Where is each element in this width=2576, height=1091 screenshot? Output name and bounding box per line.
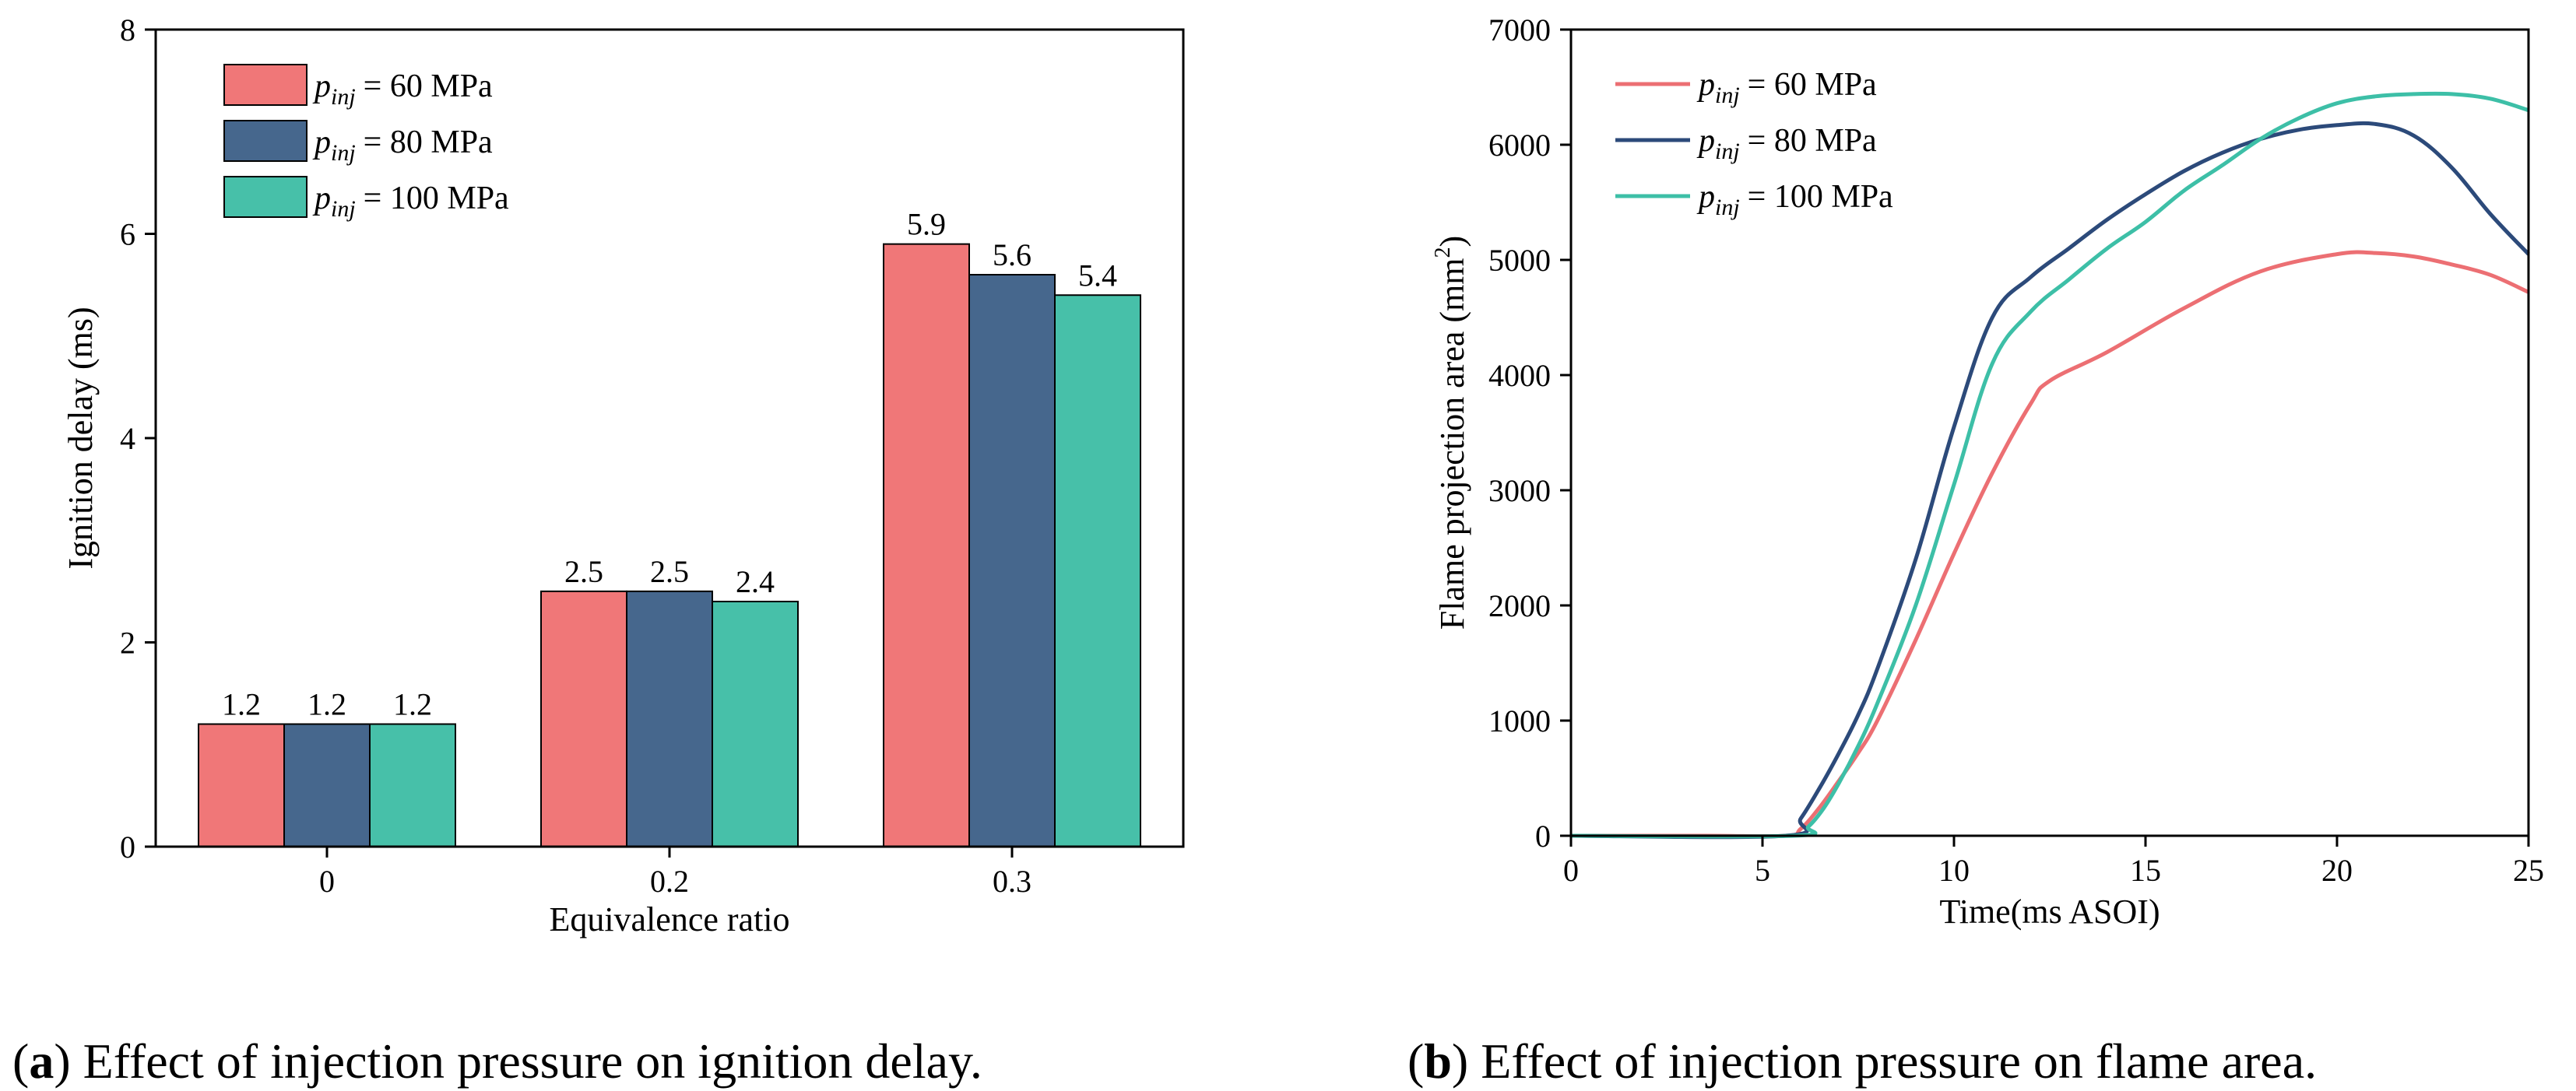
- x-tick-label: 0: [319, 864, 335, 899]
- bar-1-1: [626, 590, 713, 847]
- data-label-0-0: 1.2: [222, 687, 261, 722]
- y-tick-label: 8: [120, 12, 135, 47]
- data-label-1-0: 1.2: [308, 687, 346, 722]
- bar-group: [198, 243, 1141, 847]
- y-tick-label: 6: [120, 217, 135, 252]
- legend-symbol-subscript: inj: [1715, 195, 1740, 220]
- plot-frame: [1569, 28, 2530, 837]
- data-label-1-2: 5.6: [993, 237, 1031, 272]
- y-tick-label: 7000: [1488, 12, 1551, 47]
- legend-label: = 80 MPa: [1748, 123, 1877, 159]
- y-tick-label: 2: [120, 626, 135, 661]
- data-label-1-1: 2.5: [650, 554, 689, 589]
- legend-entry-80mpa: pinj = 80 MPa: [312, 125, 493, 166]
- x-axis-label: Equivalence ratio: [549, 900, 789, 938]
- bar-2-1: [712, 601, 799, 847]
- y-axis-label-end: ): [1433, 236, 1471, 247]
- y-tick-label: 6000: [1488, 128, 1551, 163]
- series-line-2: [1570, 91, 2529, 839]
- caption-paren: (: [1407, 1033, 1424, 1089]
- bar-0-0: [198, 723, 285, 847]
- x-tick-label: 20: [2321, 853, 2353, 888]
- y-tick-label: 0: [1535, 819, 1551, 854]
- series-lines: [1570, 91, 2530, 840]
- x-tick-label: 10: [1938, 853, 1970, 888]
- bar-2-0: [369, 723, 456, 847]
- data-labels: 1.2 1.2 1.2 2.5 2.5 2.4 5.9 5.6 5.4: [222, 207, 1117, 722]
- y-tick-label: 4000: [1488, 358, 1551, 393]
- legend-symbol: p: [1696, 179, 1715, 215]
- legend-label: = 60 MPa: [364, 68, 493, 104]
- legend-entry-60mpa: pinj = 60 MPa: [1696, 67, 1877, 108]
- y-tick-label: 3000: [1488, 473, 1551, 508]
- y-tick-label: 2000: [1488, 588, 1551, 623]
- legend-symbol: p: [312, 181, 331, 216]
- x-tick-label: 5: [1755, 853, 1770, 888]
- data-label-2-0: 1.2: [393, 687, 432, 722]
- bar-2-2: [1054, 294, 1141, 847]
- y-tick-label: 5000: [1488, 243, 1551, 278]
- legend-entry-100mpa: pinj = 100 MPa: [1696, 179, 1893, 220]
- axis-ticks: 0 0.2 0.3 0 2 4 6 8: [120, 12, 1031, 899]
- y-axis-label: Flame projection area (mm2): [1431, 236, 1471, 630]
- legend-swatch-80mpa: [223, 120, 308, 162]
- caption-letter: b: [1424, 1033, 1452, 1089]
- caption-paren: (: [12, 1033, 29, 1089]
- bar-1-2: [968, 274, 1056, 847]
- legend: pinj = 60 MPa pinj = 80 MPa pinj = 100 MPa: [1615, 67, 1893, 220]
- caption-body: ) Effect of injection pressure on igniti…: [54, 1033, 982, 1089]
- bar-0-2: [883, 243, 970, 847]
- axis-ticks: 0 5 10 15 20 25 0 1000 2000 3000 4000 5000 6000 7000: [1488, 12, 2544, 888]
- y-axis-label: Ignition delay (ms): [62, 307, 100, 569]
- bar-0-1: [540, 590, 627, 847]
- legend-label: = 100 MPa: [1748, 179, 1893, 215]
- legend-symbol-subscript: inj: [1715, 82, 1740, 108]
- legend-swatch-100mpa: [223, 176, 308, 218]
- legend-entry-60mpa: pinj = 60 MPa: [312, 68, 493, 110]
- legend-label: = 60 MPa: [1748, 67, 1877, 103]
- legend-label: = 80 MPa: [364, 125, 493, 160]
- legend-symbol: p: [312, 125, 331, 160]
- legend-entry-100mpa: pinj = 100 MPa: [312, 181, 509, 222]
- legend-symbol-subscript: inj: [331, 140, 356, 166]
- y-tick-label: 0: [120, 830, 135, 865]
- data-label-2-1: 2.4: [736, 564, 775, 599]
- x-tick-label: 0.3: [993, 864, 1031, 899]
- legend-symbol-subscript: inj: [331, 196, 356, 222]
- y-tick-label: 1000: [1488, 703, 1551, 738]
- data-label-0-1: 2.5: [564, 554, 603, 589]
- legend-symbol-subscript: inj: [1715, 139, 1740, 164]
- x-tick-label: 15: [2130, 853, 2161, 888]
- bar-1-0: [283, 723, 371, 847]
- legend-symbol: p: [1696, 67, 1715, 103]
- x-tick-label: 0.2: [650, 864, 689, 899]
- ignition-delay-bar-chart: 1.2 1.2 1.2 2.5 2.5 2.4 5.9 5.6 5.4 0 0.2 0.3 0 2 4 6 8…: [12, 12, 1185, 1089]
- caption-body: ) Effect of injection pressure on flame …: [1452, 1033, 2317, 1089]
- legend-symbol-subscript: inj: [331, 84, 356, 110]
- data-label-2-2: 5.4: [1078, 258, 1117, 293]
- y-axis-label-main: Flame projection area (mm: [1433, 258, 1471, 630]
- y-tick-label: 4: [120, 421, 135, 456]
- legend-symbol: p: [312, 68, 331, 104]
- x-tick-label: 0: [1563, 853, 1579, 888]
- legend: pinj = 60 MPa pinj = 80 MPa pinj = 100 MPa: [223, 64, 509, 222]
- caption-letter: a: [29, 1033, 54, 1089]
- series-line-1: [1570, 121, 2530, 840]
- x-tick-label: 25: [2513, 853, 2544, 888]
- caption-a: (a) Effect of injection pressure on igni…: [12, 1033, 982, 1089]
- caption-b: (b) Effect of injection pressure on flam…: [1407, 1033, 2317, 1089]
- legend-symbol: p: [1696, 123, 1715, 159]
- legend-swatch-60mpa: [223, 64, 308, 106]
- y-axis-label-superscript: 2: [1431, 247, 1455, 258]
- series-line-0: [1571, 250, 2530, 839]
- data-label-0-2: 5.9: [907, 207, 946, 242]
- legend-entry-80mpa: pinj = 80 MPa: [1696, 123, 1877, 164]
- x-axis-label: Time(ms ASOI): [1939, 893, 2160, 931]
- flame-area-line-chart: 0 5 10 15 20 2501000200030004000500060007000 …: [1407, 12, 2544, 1089]
- legend-label: = 100 MPa: [364, 181, 509, 216]
